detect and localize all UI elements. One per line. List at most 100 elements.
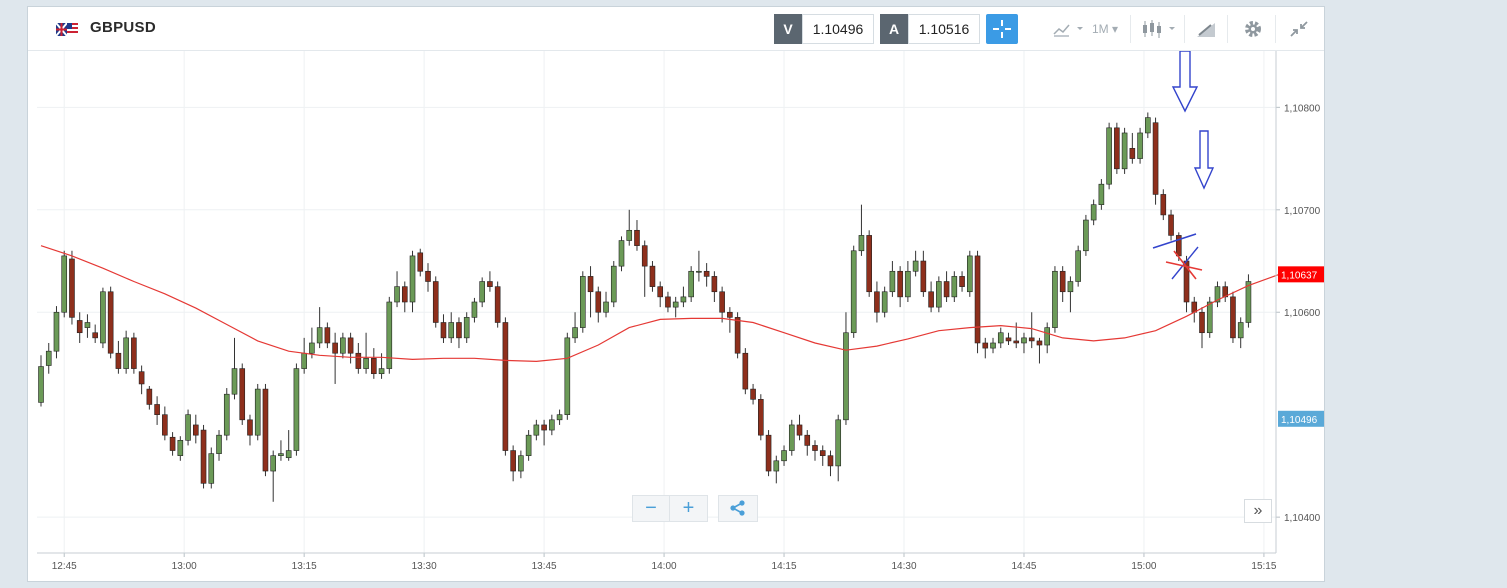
candle-body (1098, 183, 1105, 205)
candle-body (417, 252, 424, 272)
candle-body (549, 419, 555, 431)
candle-body (69, 258, 75, 318)
candlestick-chart[interactable]: 1,10800 1,10700 1,10600 1,10400 12:45 13:00 13… (28, 51, 1324, 581)
ask-price[interactable]: 1.10516 (908, 14, 980, 44)
candle-body (1168, 214, 1174, 236)
symbol-title: GBPUSD (90, 19, 156, 36)
y-tick-label: 1,10400 (1284, 513, 1321, 524)
candle-body (463, 317, 470, 339)
candle-body (347, 337, 354, 354)
zoom-in-button[interactable]: + (669, 495, 708, 522)
candle-body (966, 255, 973, 293)
candle-body (525, 434, 532, 456)
x-mark-blue-annotation (1171, 246, 1199, 280)
current-price-label: 1,10637 (1281, 270, 1318, 281)
candle-body (131, 337, 137, 369)
candle-body (510, 450, 516, 472)
candle-body (340, 337, 346, 354)
candle-body (734, 317, 741, 354)
candle-body (45, 350, 52, 366)
candle-body (216, 434, 222, 454)
candle-body (758, 399, 764, 436)
annotation-arrows (1152, 51, 1215, 280)
moving-average-line (40, 245, 1280, 363)
bid-price[interactable]: 1.10496 (802, 14, 874, 44)
candle-body (665, 296, 671, 308)
draw-icon (1197, 23, 1215, 37)
share-button[interactable] (718, 495, 758, 522)
candle-body (773, 460, 780, 472)
candle-body (866, 235, 872, 293)
candle-style-button[interactable] (1139, 17, 1179, 41)
candle-body (1028, 337, 1035, 342)
collapse-icon (1290, 21, 1308, 37)
x-tick-label: 13:45 (532, 561, 557, 572)
candle-body (169, 436, 176, 451)
bid-price-label: 1,10496 (1281, 415, 1318, 426)
x-tick-label: 13:30 (412, 561, 437, 572)
candle-body (84, 322, 91, 328)
candle-body (138, 371, 145, 385)
candle-body (1230, 296, 1236, 339)
candle-body (177, 440, 184, 456)
candle-body (223, 393, 230, 436)
down-arrow-annotation-2 (1193, 130, 1215, 190)
collapse-button[interactable] (1284, 17, 1314, 41)
candle-body (936, 281, 942, 308)
candle-body (208, 453, 215, 484)
settings-button[interactable] (1238, 17, 1268, 41)
candle-body (1145, 117, 1151, 134)
x-tick-label: 14:45 (1011, 561, 1036, 572)
candle-body (1137, 132, 1143, 159)
candle-body (905, 270, 911, 298)
candle-body (765, 434, 772, 472)
share-icon (730, 500, 745, 516)
candle-body (1237, 322, 1244, 339)
candle-body (556, 414, 563, 421)
candle-body (587, 276, 594, 293)
candle-body (858, 235, 865, 252)
candle-body (951, 276, 958, 298)
candle-body (711, 276, 718, 293)
draw-tools-button[interactable] (1191, 17, 1221, 41)
candle-body (440, 322, 447, 339)
x-tick-label: 14:30 (891, 561, 916, 572)
x-mark-red-annotation-1 (1165, 261, 1203, 271)
candle-body (688, 270, 694, 298)
crosshair-button[interactable] (986, 14, 1018, 44)
candle-body (332, 342, 338, 354)
timeframe-button[interactable]: 1M ▾ (1092, 17, 1126, 41)
candle-body (610, 265, 617, 303)
zoom-out-button[interactable]: − (632, 495, 670, 522)
candle-body (850, 250, 857, 334)
candle-body (239, 368, 246, 421)
candle-body (316, 327, 323, 344)
candle-body (920, 260, 927, 293)
candle-body (579, 276, 586, 328)
candle-body (943, 281, 950, 298)
candle-body (285, 450, 292, 459)
candle-body (162, 414, 168, 436)
candle-body (231, 368, 238, 395)
x-tick-label: 14:15 (772, 561, 797, 572)
candles-icon (1143, 20, 1175, 38)
candle-body (324, 327, 331, 344)
candle-body (1199, 311, 1205, 334)
candle-body (355, 352, 362, 369)
candle-body (874, 291, 880, 313)
candle-body (827, 455, 834, 467)
candle-body (672, 301, 679, 308)
candle-body (781, 450, 787, 462)
candle-body (115, 352, 122, 369)
candle-body (262, 388, 269, 472)
bid-price-tag (1278, 410, 1324, 427)
candle-body (363, 358, 369, 369)
scroll-latest-button[interactable]: » (1244, 499, 1272, 523)
candle-body (1021, 337, 1027, 344)
chart-type-button[interactable] (1051, 17, 1087, 41)
candle-body (293, 368, 300, 451)
candle-body (61, 255, 68, 313)
candle-body (959, 276, 965, 287)
candle-body (107, 291, 114, 354)
candle-body (38, 366, 44, 403)
